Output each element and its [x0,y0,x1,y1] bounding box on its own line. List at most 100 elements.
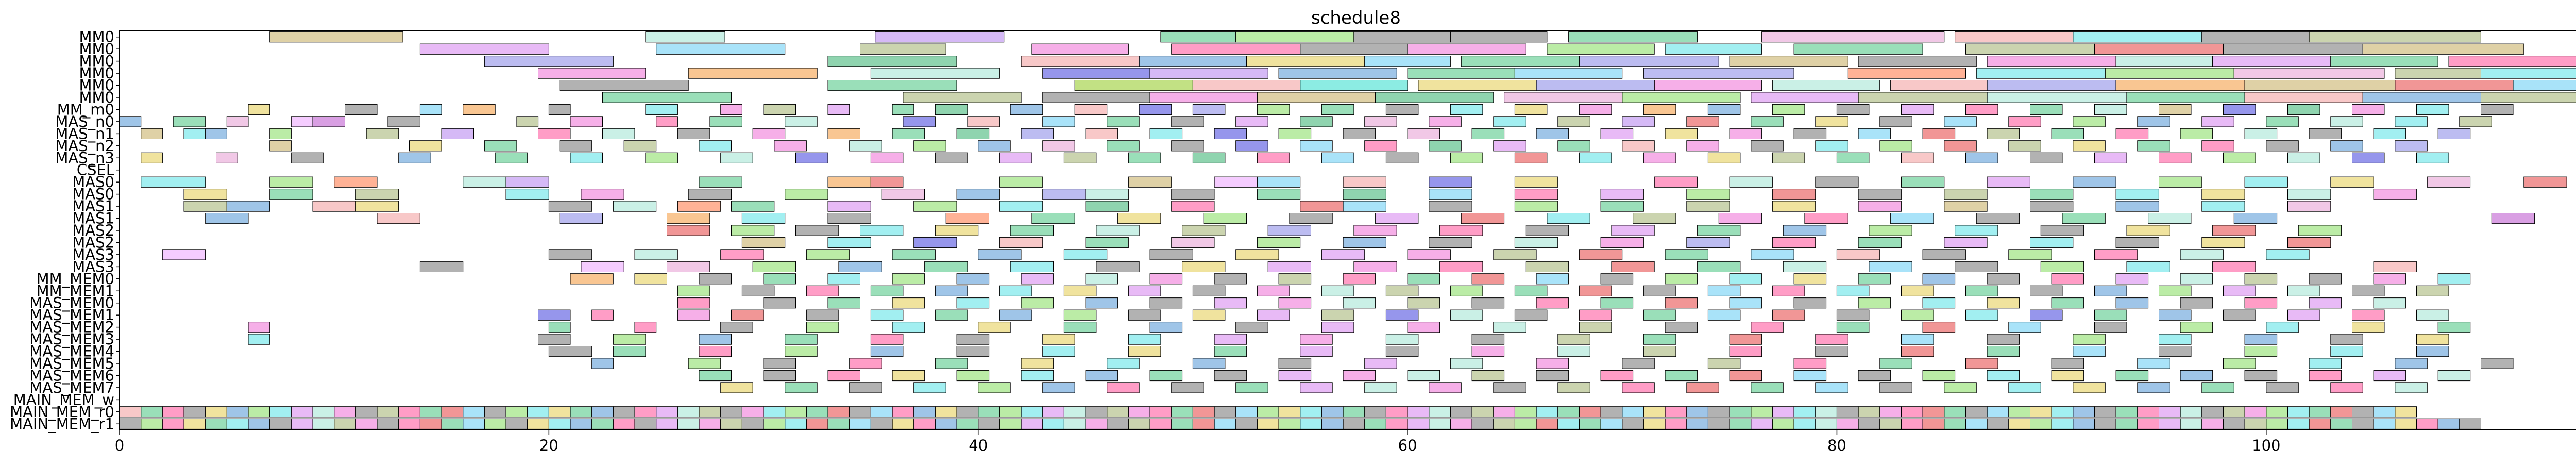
x-tick-label: 20 [539,437,558,454]
gantt-bar [2030,285,2063,296]
gantt-bar [763,104,796,115]
gantt-bar [2373,370,2406,382]
gantt-bar [1493,406,1516,418]
gantt-bar [2287,418,2310,429]
gantt-bar [1107,116,1140,127]
gantt-bar [2244,418,2267,429]
gantt-bar [2266,140,2299,152]
gantt-bar [2416,104,2449,115]
gantt-bar [2137,418,2159,429]
gantt-bar [2180,273,2213,285]
gantt-bar [1922,297,1956,309]
gantt-bar [1182,261,1226,272]
gantt-bar [1385,152,1419,163]
gantt-bar [1643,334,1676,345]
gantt-bar [1429,189,1472,200]
gantt-bar [913,406,936,418]
gantt-bar [1278,358,1312,369]
gantt-bar [1107,358,1140,369]
gantt-bar [1257,285,1290,296]
gantt-bar [1815,346,1848,357]
gantt-bar [1343,273,1376,285]
gantt-bar [2223,418,2245,429]
gantt-bar [2094,309,2127,321]
gantt-bar [2266,406,2288,418]
gantt-bar [806,418,828,429]
gantt-bar [1214,128,1247,140]
gantt-bar [623,140,657,152]
gantt-bar [183,128,206,140]
gantt-bar [2094,322,2127,333]
gantt-bar [1622,358,1655,369]
gantt-bar [2159,346,2192,357]
y-tick-label: MAIN_MEM_r0 [10,403,114,421]
gantt-bar [1343,297,1376,309]
gantt-bar [2030,201,2074,212]
gantt-bar [119,406,142,418]
gantt-bar [1257,152,1290,163]
gantt-bar [892,273,925,285]
gantt-bar [1192,309,1226,321]
y-axis-labels: MM0MM0MM0MM0MM0MM0MM_m0MAS_n0MAS_n1MAS_n… [10,28,120,433]
gantt-bar [935,152,968,163]
gantt-bar [1300,346,1333,357]
gantt-bar [1171,43,1301,55]
gantt-bar [1729,176,1773,188]
gantt-bar [849,382,882,393]
gantt-bar [516,116,539,127]
gantt-bar [2373,261,2417,272]
y-tick-label: MAS3 [72,246,114,263]
gantt-bar [827,128,860,140]
gantt-bar [1514,176,1558,188]
gantt-bar [141,128,163,140]
gantt-bar [1353,261,1397,272]
gantt-bar [1257,309,1290,321]
gantt-bar [1793,273,1827,285]
gantt-bar [1707,406,1730,418]
gantt-bar [366,128,399,140]
gantt-bar [1976,213,2020,224]
gantt-bar [2459,116,2492,127]
gantt-bar [2115,237,2159,248]
gantt-bar [1858,297,1891,309]
gantt-bar [1375,213,1419,224]
gantt-bar [2008,249,2052,260]
gantt-bar [1707,104,1741,115]
gantt-bar [355,201,399,212]
gantt-bar [377,213,420,224]
gantt-bar [1267,225,1311,236]
gantt-bar [720,406,742,418]
gantt-bar [2105,68,2234,79]
gantt-bar [1793,358,1827,369]
gantt-bar [1922,322,1956,333]
gantt-bar [795,225,839,236]
gantt-bar [667,261,710,272]
gantt-bar [141,152,163,163]
gantt-bar [720,382,753,393]
y-tick-label: MAS_MEM3 [29,330,114,348]
y-tick-label: MM0 [79,53,115,70]
gantt-bar [1804,213,1848,224]
y-tick-label: MM0 [79,77,115,94]
gantt-bar [1869,261,1912,272]
gantt-bar [1815,406,1838,418]
y-tick-label: MAS2 [72,222,114,239]
y-tick-label: MM_m0 [57,101,114,118]
gantt-bar [1536,370,1569,382]
gantt-bar [2244,297,2278,309]
gantt-bar [1128,346,1161,357]
gantt-bar [1568,31,1698,43]
gantt-bar [849,358,882,369]
gantt-bar [688,189,732,200]
gantt-bar [1385,406,1408,418]
gantt-bar [2287,104,2320,115]
gantt-bar [570,152,603,163]
gantt-bar [1042,140,1075,152]
gantt-bar [1987,346,2020,357]
gantt-bar [1665,43,1762,55]
gantt-bar [1085,297,1118,309]
gantt-bar [269,406,292,418]
gantt-bar [677,297,710,309]
gantt-bar [892,418,914,429]
gantt-bar [1858,370,1891,382]
